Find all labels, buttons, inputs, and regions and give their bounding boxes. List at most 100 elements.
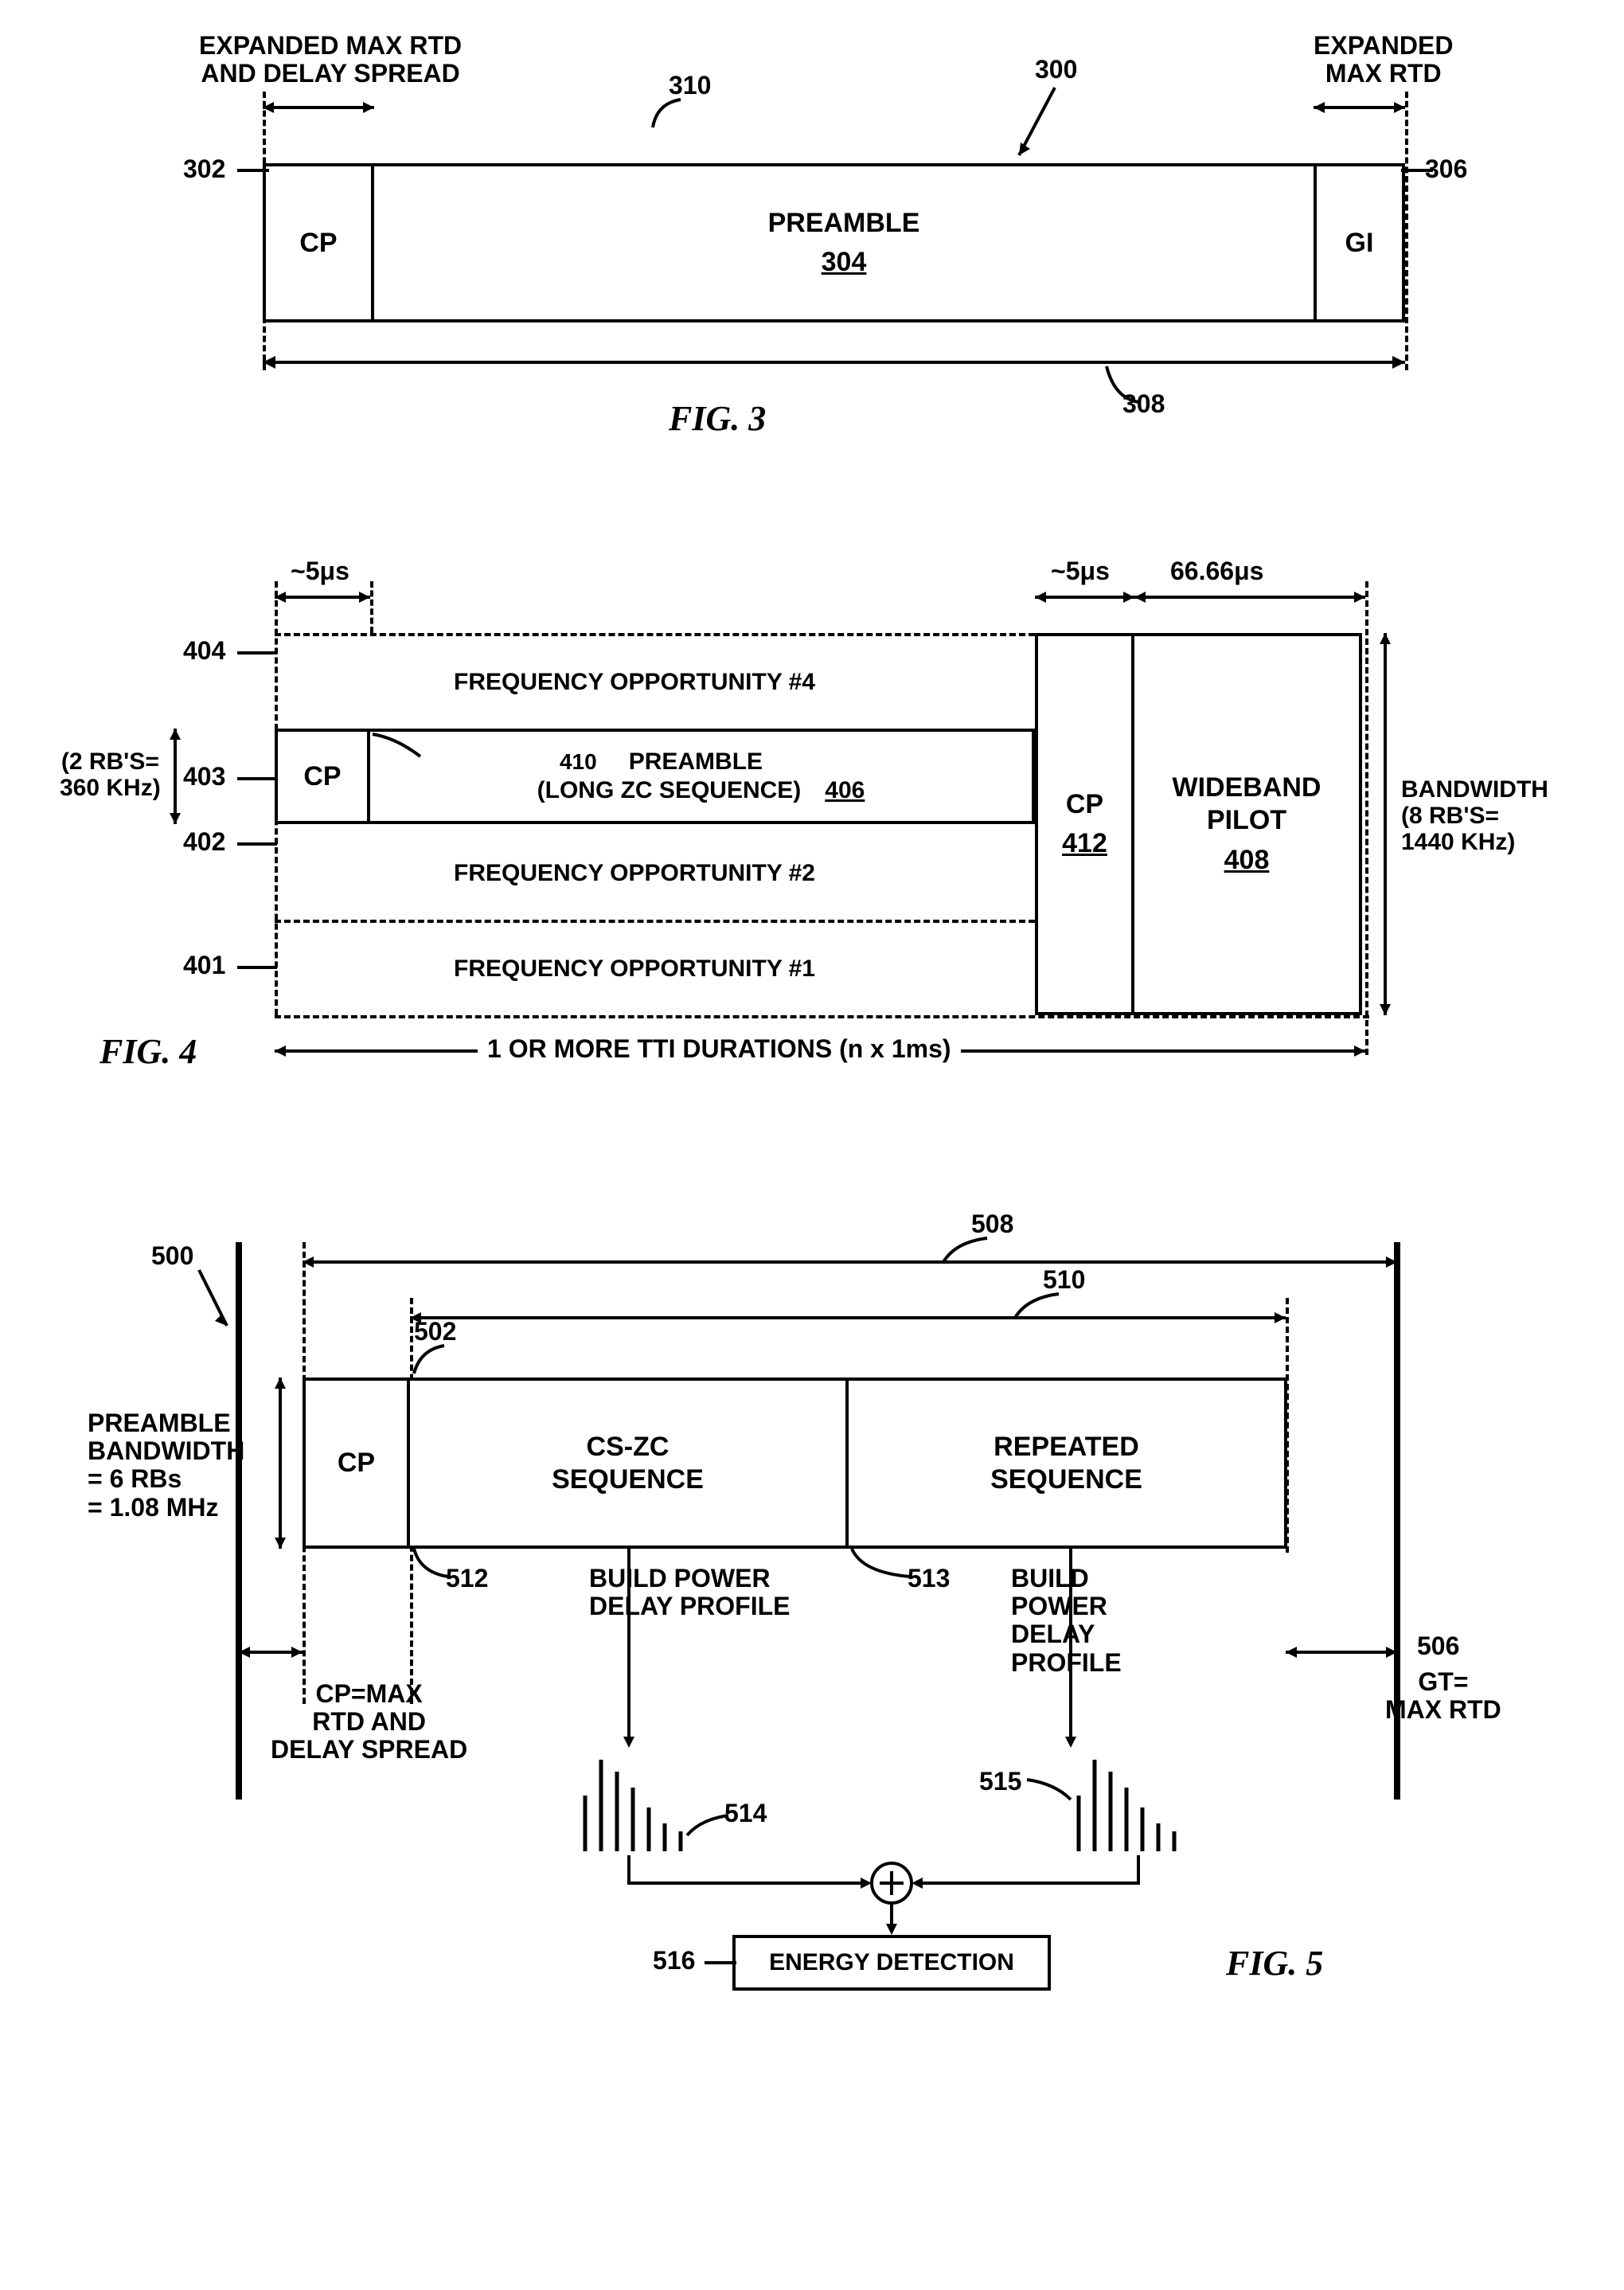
fig3-gi-box: GI xyxy=(1314,163,1405,322)
fig4-t66-arrow xyxy=(1134,589,1365,605)
fig5-ref515: 515 xyxy=(979,1768,1021,1796)
fig5-rep-text: REPEATED SEQUENCE xyxy=(990,1431,1142,1496)
fig4-preamble-top: PREAMBLE xyxy=(629,748,763,776)
fig5-508-hook xyxy=(939,1238,1011,1266)
fig3-ref304: 304 xyxy=(822,246,867,279)
fig3-cp-text: CP xyxy=(299,227,337,260)
fig5-join xyxy=(573,1855,1210,1935)
fig4-tti-dash-r xyxy=(1365,581,1368,1055)
fig4-ref408: 408 xyxy=(1224,844,1270,877)
fig4-t5us-b: ~5μs xyxy=(1051,557,1110,585)
fig5-508-arrow xyxy=(303,1254,1397,1270)
fig4-ref406: 406 xyxy=(825,776,865,805)
fig4-t5a-arrow xyxy=(275,589,370,605)
fig5-515-hook xyxy=(1027,1780,1075,1803)
figure-5: 500 508 510 502 CP CS-ZC SEQUENCE REPEAT… xyxy=(32,1210,1592,2086)
figure-4: ~5μs ~5μs 66.66μs FREQUENCY OPPORTUNITY … xyxy=(32,557,1592,1131)
fig4-wbp-text: WIDEBAND PILOT xyxy=(1173,772,1321,837)
fig3-title: FIG. 3 xyxy=(669,398,766,439)
fig4-ref403: 403 xyxy=(183,763,225,791)
fig5-cpmax: CP=MAX RTD AND DELAY SPREAD xyxy=(271,1680,467,1764)
fig4-cp1-text: CP xyxy=(303,760,341,793)
fig4-dash-left2 xyxy=(370,581,373,633)
fig5-ref516: 516 xyxy=(653,1947,695,1975)
fig3-preamble-box: PREAMBLE 304 xyxy=(371,163,1317,322)
fig4-ref410-inline: 410 xyxy=(560,748,597,776)
fig4-t5b-arrow xyxy=(1035,589,1134,605)
fig4-t66: 66.66μs xyxy=(1170,557,1263,585)
fig5-cp-box: CP xyxy=(303,1378,410,1549)
fig5-gt-dim xyxy=(1286,1644,1397,1660)
fig4-ref404: 404 xyxy=(183,637,225,665)
fig4-r403-line xyxy=(237,776,277,781)
fig4-tti: 1 OR MORE TTI DURATIONS (n x 1ms) xyxy=(478,1035,961,1063)
fig3-left-top-label: EXPANDED MAX RTD AND DELAY SPREAD xyxy=(199,32,462,88)
fig4-t5us-a: ~5μs xyxy=(291,557,349,585)
fig5-502-hook xyxy=(412,1346,460,1378)
fig5-ref500: 500 xyxy=(151,1242,193,1270)
fig5-ref508: 508 xyxy=(971,1210,1013,1238)
figure-3: EXPANDED MAX RTD AND DELAY SPREAD EXPAND… xyxy=(32,32,1592,478)
fig5-down1 xyxy=(621,1549,637,1748)
fig4-rb2: (2 RB'S= 360 KHz) xyxy=(60,748,161,801)
fig5-ref510: 510 xyxy=(1043,1266,1085,1294)
fig4-ref410-hook xyxy=(373,734,436,766)
fig4-dash-mid3 xyxy=(275,920,1035,923)
fig5-cszc-box: CS-ZC SEQUENCE xyxy=(407,1378,849,1549)
fig3-ref310-hook xyxy=(645,100,709,131)
fig4-cp1-box: CP xyxy=(275,729,370,824)
fig5-title: FIG. 5 xyxy=(1226,1943,1323,1983)
fig4-r401-line xyxy=(237,965,277,970)
fig5-512-hook xyxy=(412,1549,460,1581)
fig5-510-arrow xyxy=(410,1310,1286,1326)
fig4-ref402: 402 xyxy=(183,828,225,856)
fig4-cp2-text: CP xyxy=(1066,788,1103,821)
fig4-bw-arrow xyxy=(1377,633,1393,1015)
fig3-ref300: 300 xyxy=(1035,56,1077,84)
fig5-cp-text: CP xyxy=(338,1447,375,1479)
fig3-gi-text: GI xyxy=(1345,227,1374,260)
fig5-bpdp1: BUILD POWER DELAY PROFILE xyxy=(589,1565,791,1620)
fig4-bandwidth: BANDWIDTH (8 RB'S= 1440 KHz) xyxy=(1401,776,1548,855)
fig3-preamble-text: PREAMBLE xyxy=(768,207,920,240)
fig3-ref300-arrow xyxy=(1011,84,1059,163)
fig5-pbw: PREAMBLE BANDWIDTH = 6 RBs = 1.08 MHz xyxy=(88,1409,244,1522)
fig3-cp-box: CP xyxy=(263,163,374,322)
fig5-down2 xyxy=(1063,1549,1079,1748)
fig3-bottom-arrow xyxy=(263,350,1405,374)
fig5-profile-2 xyxy=(1067,1752,1226,1855)
fig4-f2: FREQUENCY OPPORTUNITY #2 xyxy=(454,860,815,886)
fig3-dash-2 xyxy=(1405,92,1408,370)
fig3-ref306-line xyxy=(1401,167,1433,174)
fig5-gt: GT= MAX RTD xyxy=(1385,1668,1501,1724)
fig5-pbw-arrow xyxy=(271,1378,290,1549)
fig4-ref412: 412 xyxy=(1062,827,1107,860)
fig4-f1: FREQUENCY OPPORTUNITY #1 xyxy=(454,955,815,982)
fig3-right-top-label: EXPANDED MAX RTD xyxy=(1314,32,1453,88)
fig4-cp2-box: CP 412 xyxy=(1035,633,1134,1015)
fig5-516-line xyxy=(705,1960,736,1965)
fig3-left-dim-arrow xyxy=(263,100,374,115)
fig4-dash-bot xyxy=(275,1015,1369,1018)
fig5-energy-text: ENERGY DETECTION xyxy=(769,1948,1014,1977)
fig4-r404-line xyxy=(237,651,277,655)
fig5-513-hook xyxy=(850,1549,922,1581)
fig3-right-dim-arrow xyxy=(1314,100,1405,115)
fig4-preamble-bot: (LONG ZC SEQUENCE) xyxy=(537,776,802,805)
fig3-ref302-line xyxy=(237,167,269,174)
fig5-ref506: 506 xyxy=(1417,1632,1459,1660)
fig5-cp-dim xyxy=(239,1644,303,1660)
fig3-ref308-hook xyxy=(1099,366,1154,406)
fig3-ref310: 310 xyxy=(669,72,711,100)
fig3-ref302: 302 xyxy=(183,155,225,183)
fig4-title: FIG. 4 xyxy=(100,1031,197,1072)
fig4-ref401: 401 xyxy=(183,952,225,979)
fig5-510-hook xyxy=(1011,1294,1083,1322)
fig5-rep-box: REPEATED SEQUENCE xyxy=(845,1378,1287,1549)
fig4-rb2-arrow xyxy=(167,729,183,824)
fig5-514-hook xyxy=(685,1815,732,1839)
fig4-preamble-box: 410 PREAMBLE (LONG ZC SEQUENCE) 406 xyxy=(367,729,1035,824)
fig5-energy-box: ENERGY DETECTION xyxy=(732,1935,1051,1991)
fig4-dash-top xyxy=(275,633,1035,636)
fig5-profile-1 xyxy=(573,1752,732,1855)
